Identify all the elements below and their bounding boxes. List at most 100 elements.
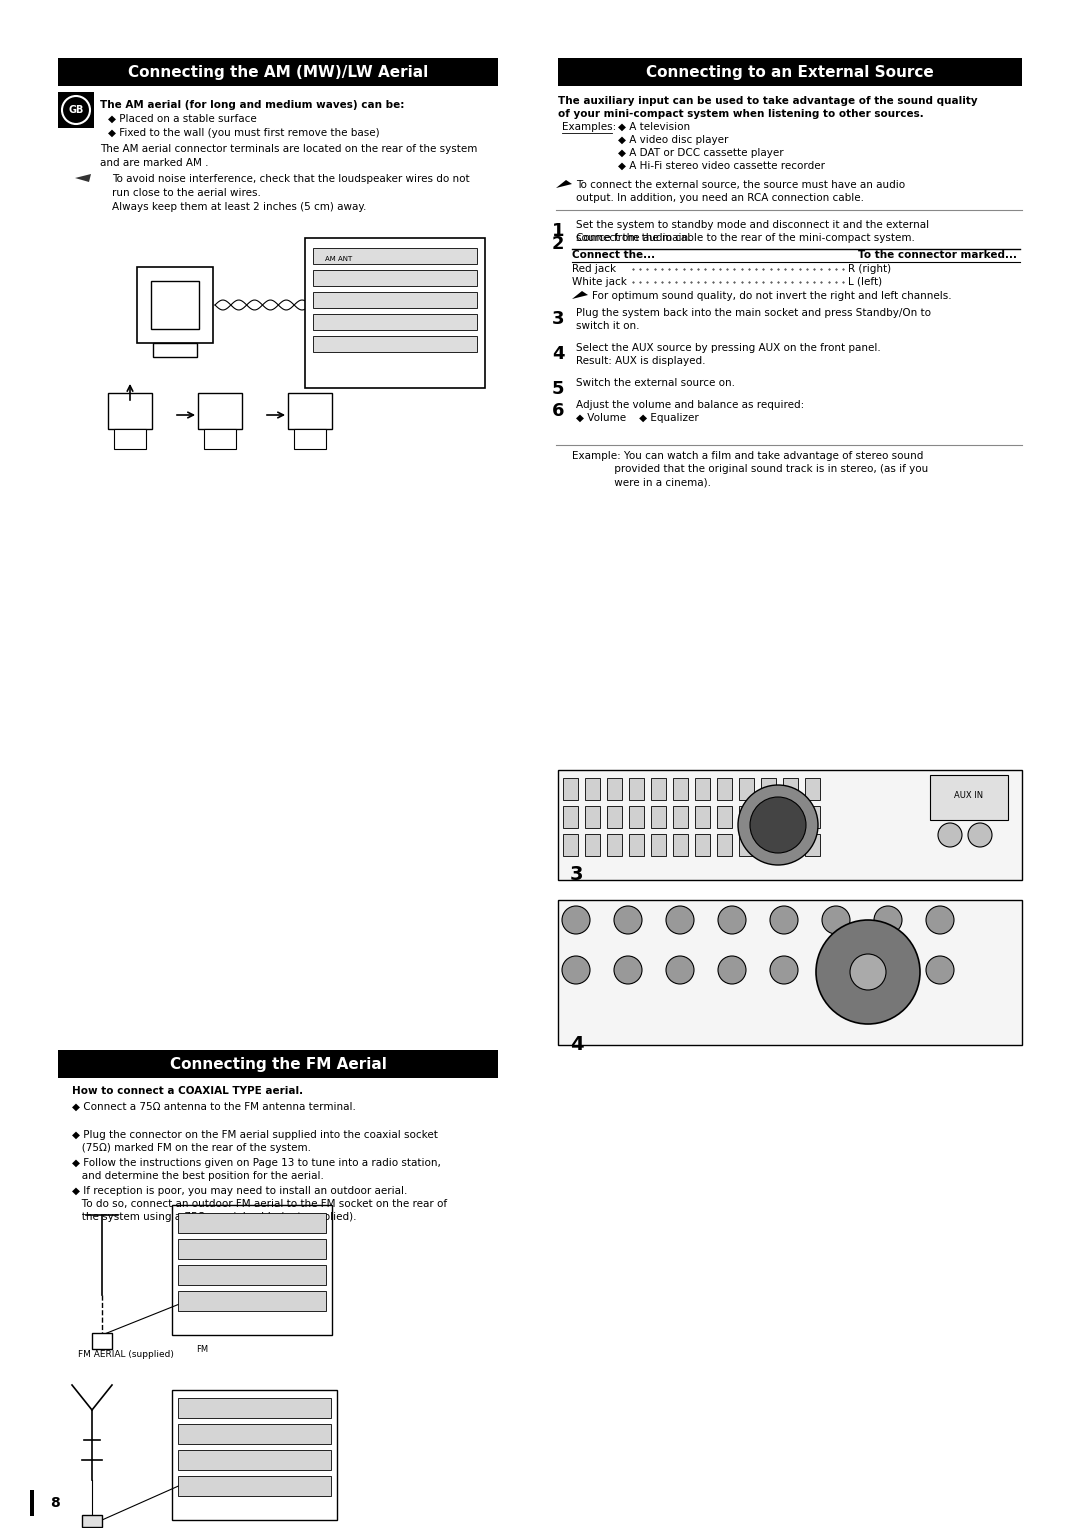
Circle shape bbox=[822, 906, 850, 934]
Bar bbox=[151, 281, 199, 329]
Bar bbox=[313, 248, 477, 264]
Bar bbox=[58, 58, 498, 86]
Bar bbox=[696, 778, 710, 801]
Text: FM AERIAL (supplied): FM AERIAL (supplied) bbox=[78, 1351, 174, 1358]
Bar bbox=[204, 429, 237, 449]
Text: 6: 6 bbox=[552, 402, 565, 420]
Text: Select the AUX source by pressing AUX on the front panel.: Select the AUX source by pressing AUX on… bbox=[576, 342, 881, 353]
Text: ◆ If reception is poor, you may need to install an outdoor aerial.: ◆ If reception is poor, you may need to … bbox=[72, 1186, 407, 1196]
Bar bbox=[172, 1390, 337, 1520]
Circle shape bbox=[874, 957, 902, 984]
Bar bbox=[930, 775, 1008, 821]
Text: ◆ A Hi-Fi stereo video cassette recorder: ◆ A Hi-Fi stereo video cassette recorder bbox=[618, 160, 825, 171]
Text: ◆ Volume    ◆ Equalizer: ◆ Volume ◆ Equalizer bbox=[576, 413, 699, 423]
Circle shape bbox=[666, 957, 694, 984]
Bar bbox=[607, 778, 622, 801]
Text: the system using a 75Ω coaxial cable (not supplied).: the system using a 75Ω coaxial cable (no… bbox=[72, 1212, 356, 1222]
Bar bbox=[783, 778, 798, 801]
Text: 4: 4 bbox=[570, 1034, 583, 1054]
Circle shape bbox=[718, 906, 746, 934]
Circle shape bbox=[822, 957, 850, 984]
Bar bbox=[178, 1291, 326, 1311]
Bar bbox=[563, 778, 578, 801]
Bar bbox=[805, 805, 820, 828]
Text: Switch the external source on.: Switch the external source on. bbox=[576, 377, 735, 388]
Bar bbox=[178, 1424, 330, 1444]
Circle shape bbox=[926, 906, 954, 934]
Text: Red jack: Red jack bbox=[572, 264, 616, 274]
Polygon shape bbox=[75, 174, 91, 182]
Text: To connect the external source, the source must have an audio
output. In additio: To connect the external source, the sour… bbox=[576, 180, 905, 203]
Circle shape bbox=[738, 785, 818, 865]
Text: Connect the audio cable to the rear of the mini-compact system.: Connect the audio cable to the rear of t… bbox=[576, 232, 915, 243]
Bar bbox=[673, 778, 688, 801]
Bar bbox=[607, 834, 622, 856]
Bar bbox=[629, 778, 644, 801]
Text: source from the main.: source from the main. bbox=[576, 232, 691, 243]
Text: ◆ Fixed to the wall (you must first remove the base): ◆ Fixed to the wall (you must first remo… bbox=[108, 128, 380, 138]
Circle shape bbox=[615, 957, 642, 984]
Text: To the connector marked...: To the connector marked... bbox=[858, 251, 1017, 260]
Circle shape bbox=[816, 920, 920, 1024]
Bar bbox=[313, 336, 477, 351]
Bar bbox=[558, 770, 1022, 880]
Text: 5: 5 bbox=[552, 380, 565, 397]
Text: Set the system to standby mode and disconnect it and the external: Set the system to standby mode and disco… bbox=[576, 220, 929, 231]
Bar bbox=[651, 834, 666, 856]
Bar bbox=[92, 1332, 112, 1349]
Bar bbox=[717, 805, 732, 828]
Text: 8: 8 bbox=[50, 1496, 59, 1510]
Bar bbox=[607, 805, 622, 828]
Polygon shape bbox=[572, 290, 588, 299]
Bar bbox=[739, 834, 754, 856]
Text: The AM aerial (for long and medium waves) can be:: The AM aerial (for long and medium waves… bbox=[100, 99, 404, 110]
Text: For optimum sound quality, do not invert the right and left channels.: For optimum sound quality, do not invert… bbox=[592, 290, 951, 301]
Text: L (left): L (left) bbox=[848, 277, 882, 287]
Text: Result: AUX is displayed.: Result: AUX is displayed. bbox=[576, 356, 705, 367]
Bar bbox=[585, 778, 600, 801]
Circle shape bbox=[750, 798, 806, 853]
Text: R (right): R (right) bbox=[848, 264, 891, 274]
Text: AM ANT: AM ANT bbox=[325, 257, 352, 261]
Circle shape bbox=[770, 957, 798, 984]
Circle shape bbox=[850, 953, 886, 990]
Bar bbox=[761, 778, 777, 801]
Bar bbox=[153, 342, 197, 358]
Bar bbox=[629, 834, 644, 856]
Circle shape bbox=[939, 824, 962, 847]
Text: ◆ Placed on a stable surface: ◆ Placed on a stable surface bbox=[108, 115, 257, 124]
Text: To avoid noise interference, check that the loudspeaker wires do not
run close t: To avoid noise interference, check that … bbox=[112, 174, 470, 212]
Text: ◆ A DAT or DCC cassette player: ◆ A DAT or DCC cassette player bbox=[618, 148, 784, 157]
Text: (75Ω) marked FM on the rear of the system.: (75Ω) marked FM on the rear of the syste… bbox=[72, 1143, 311, 1154]
Bar bbox=[108, 393, 152, 429]
Bar bbox=[761, 834, 777, 856]
Bar bbox=[313, 313, 477, 330]
Bar bbox=[783, 805, 798, 828]
Bar bbox=[114, 429, 146, 449]
Bar bbox=[198, 393, 242, 429]
Text: GB: GB bbox=[68, 105, 83, 115]
Bar bbox=[288, 393, 332, 429]
Text: Connecting to an External Source: Connecting to an External Source bbox=[646, 64, 934, 79]
Bar bbox=[178, 1450, 330, 1470]
Circle shape bbox=[968, 824, 993, 847]
Bar bbox=[805, 834, 820, 856]
Bar bbox=[717, 778, 732, 801]
Bar bbox=[30, 1490, 33, 1516]
Bar bbox=[696, 805, 710, 828]
Bar bbox=[696, 834, 710, 856]
Text: The auxiliary input can be used to take advantage of the sound quality
of your m: The auxiliary input can be used to take … bbox=[558, 96, 977, 119]
Bar bbox=[739, 778, 754, 801]
Bar bbox=[178, 1213, 326, 1233]
Bar bbox=[629, 805, 644, 828]
Text: ◆ A television: ◆ A television bbox=[618, 122, 690, 131]
Text: 4: 4 bbox=[552, 345, 565, 364]
Circle shape bbox=[615, 906, 642, 934]
Bar bbox=[305, 238, 485, 388]
Bar bbox=[313, 292, 477, 309]
Bar bbox=[558, 58, 1022, 86]
Bar bbox=[58, 92, 94, 128]
Text: How to connect a COAXIAL TYPE aerial.: How to connect a COAXIAL TYPE aerial. bbox=[72, 1086, 303, 1096]
Circle shape bbox=[562, 906, 590, 934]
Text: To do so, connect an outdoor FM aerial to the FM socket on the rear of: To do so, connect an outdoor FM aerial t… bbox=[72, 1199, 447, 1209]
